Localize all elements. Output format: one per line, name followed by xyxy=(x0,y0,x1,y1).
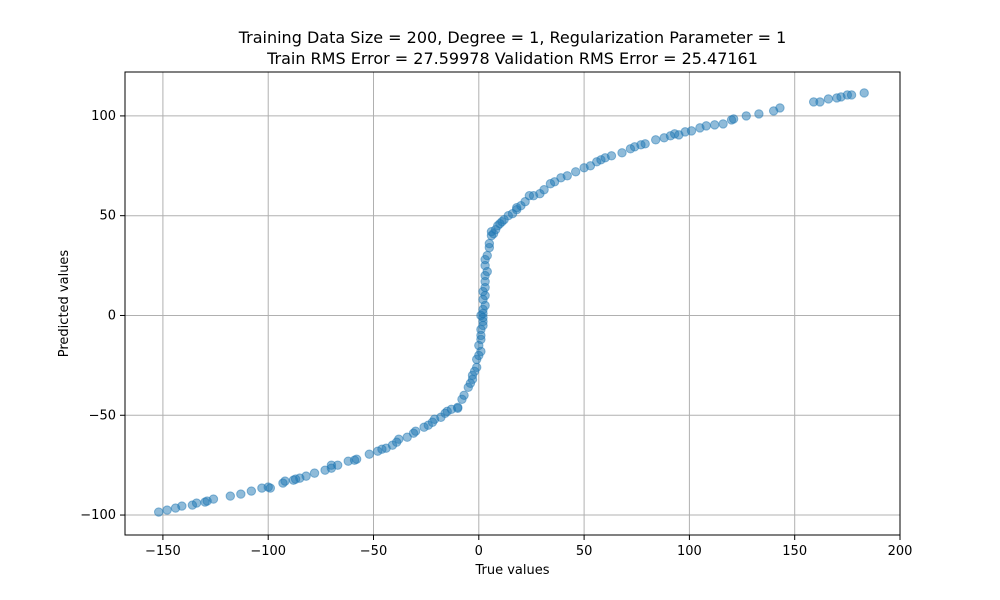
x-axis-label: True values xyxy=(474,563,549,578)
data-point xyxy=(225,491,235,501)
data-point xyxy=(246,486,257,496)
data-point xyxy=(823,94,834,104)
data-point xyxy=(351,454,362,464)
x-tick-label: 150 xyxy=(782,544,807,559)
data-point xyxy=(718,119,728,129)
x-tick-label: 0 xyxy=(475,544,483,559)
y-tick-label: −100 xyxy=(80,508,116,523)
data-point xyxy=(562,171,572,181)
data-point xyxy=(301,471,311,481)
data-point xyxy=(482,250,492,261)
data-point xyxy=(775,103,785,113)
data-point xyxy=(484,238,495,249)
y-tick-label: 50 xyxy=(99,209,116,224)
data-point xyxy=(394,434,404,444)
data-point xyxy=(280,476,290,486)
data-point xyxy=(754,109,764,119)
data-point xyxy=(846,90,857,100)
data-point xyxy=(459,390,469,401)
data-point xyxy=(741,111,751,121)
data-point xyxy=(191,498,202,508)
data-point xyxy=(859,88,869,98)
data-point xyxy=(364,449,374,459)
x-tick-label: 100 xyxy=(677,544,702,559)
plot-frame xyxy=(124,71,901,536)
data-point xyxy=(709,120,720,130)
data-point xyxy=(410,426,421,436)
y-tick-label: 100 xyxy=(91,109,116,124)
y-tick-label: −50 xyxy=(89,408,116,423)
data-point xyxy=(701,121,711,131)
data-point xyxy=(651,135,661,145)
x-tick-label: −100 xyxy=(250,544,286,559)
data-point xyxy=(471,362,482,373)
data-point xyxy=(162,505,172,515)
data-point xyxy=(309,468,320,478)
data-point xyxy=(606,151,617,161)
x-tick-label: 200 xyxy=(888,544,913,559)
grid-layer xyxy=(125,72,901,535)
data-point xyxy=(640,139,650,149)
chart-subtitle: Train RMS Error = 27.59978 Validation RM… xyxy=(266,49,758,68)
data-point xyxy=(333,460,343,470)
points-layer xyxy=(153,88,869,517)
data-point xyxy=(453,403,463,413)
data-point xyxy=(539,185,549,195)
data-point xyxy=(236,489,246,499)
data-point xyxy=(153,507,164,517)
x-tick-label: −50 xyxy=(360,544,387,559)
data-point xyxy=(570,167,581,177)
data-point xyxy=(208,494,219,504)
data-point xyxy=(263,482,273,492)
x-tick-label: 50 xyxy=(576,544,593,559)
data-point xyxy=(686,126,697,136)
data-point xyxy=(617,148,627,158)
x-tick-label: −150 xyxy=(145,544,181,559)
data-point xyxy=(728,114,739,124)
data-point xyxy=(815,97,825,107)
data-point xyxy=(177,501,187,511)
chart-title: Training Data Size = 200, Degree = 1, Re… xyxy=(238,28,787,47)
y-axis-ticks: −100 −50 0 50 100 xyxy=(80,109,125,523)
y-axis-label: Predicted values xyxy=(57,250,72,358)
y-tick-label: 0 xyxy=(108,308,116,323)
x-axis-ticks: −150 −100 −50 0 50 100 150 200 xyxy=(145,535,912,559)
